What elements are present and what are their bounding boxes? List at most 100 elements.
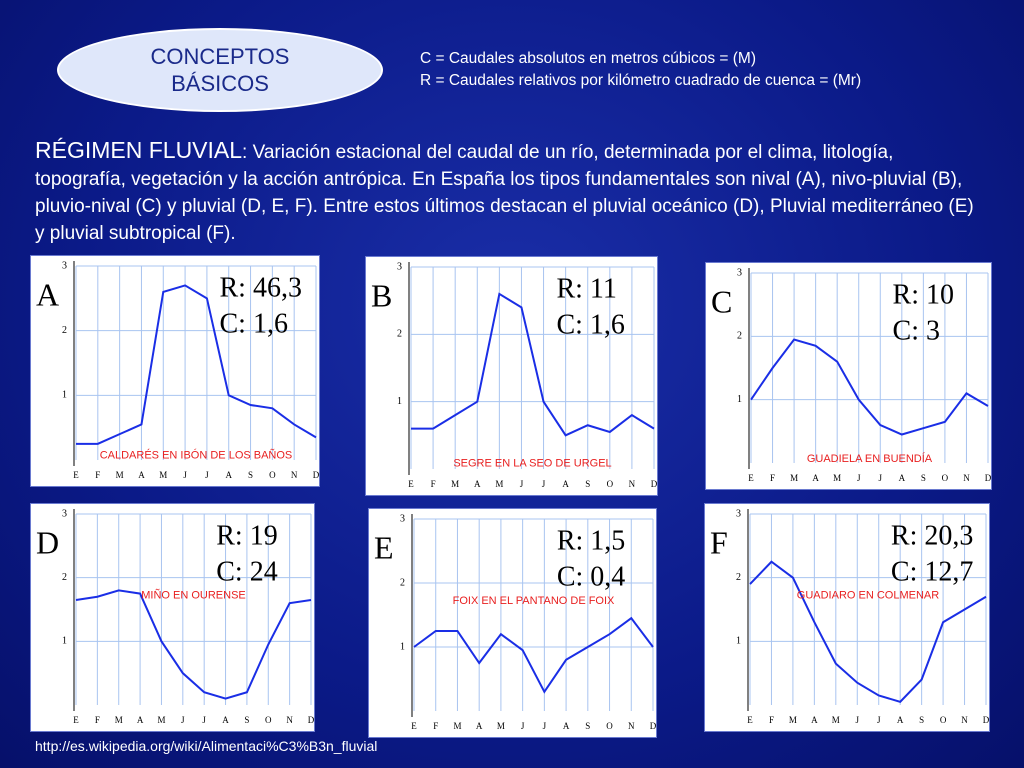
x-tick-label: J bbox=[205, 470, 209, 480]
annotation: C: 1,6 bbox=[556, 309, 624, 340]
x-tick-label: J bbox=[521, 721, 525, 731]
x-tick-label: J bbox=[877, 715, 881, 725]
definition: R = Caudales relativos por kilómetro cua… bbox=[420, 72, 862, 89]
x-tick-label: M bbox=[115, 715, 123, 725]
x-tick-label: M bbox=[833, 473, 841, 483]
x-tick-label: E bbox=[73, 470, 79, 480]
station-label: CALDARÉS EN IBÓN DE LOS BAÑOS bbox=[100, 448, 293, 461]
x-tick-label: J bbox=[183, 470, 187, 480]
x-tick-label: A bbox=[897, 715, 904, 725]
annotation: C: 3 bbox=[893, 315, 940, 346]
x-tick-label: N bbox=[291, 470, 298, 480]
x-tick-label: M bbox=[790, 473, 798, 483]
x-tick-label: O bbox=[940, 715, 947, 725]
chart: E F M A M J J A S O N D 1 2 3C R: 10 C: 3 GUADIELA EN BUE… bbox=[705, 262, 992, 490]
y-tick-label: 3 bbox=[62, 260, 67, 271]
x-tick-label: E bbox=[73, 715, 79, 725]
x-tick-label: S bbox=[244, 715, 249, 725]
y-tick-label: 1 bbox=[737, 394, 742, 405]
paragraph-text: : Variación estacional del caudal de un … bbox=[35, 142, 974, 244]
x-tick-label: A bbox=[222, 715, 229, 725]
annotation: R: 19 bbox=[216, 520, 277, 551]
y-tick-label: 3 bbox=[400, 513, 405, 524]
x-tick-label: A bbox=[899, 473, 906, 483]
y-tick-label: 3 bbox=[397, 261, 402, 272]
x-tick-label: M bbox=[497, 721, 505, 731]
x-tick-label: M bbox=[495, 479, 503, 489]
x-tick-label: M bbox=[789, 715, 797, 725]
x-tick-label: A bbox=[137, 715, 144, 725]
y-tick-label: 2 bbox=[736, 572, 741, 583]
x-tick-label: O bbox=[607, 479, 614, 489]
annotation: R: 1,5 bbox=[557, 525, 625, 556]
y-tick-label: 1 bbox=[397, 396, 402, 407]
y-tick-label: 1 bbox=[736, 636, 741, 647]
x-tick-label: D bbox=[985, 473, 992, 483]
x-tick-label: J bbox=[879, 473, 883, 483]
x-tick-label: J bbox=[202, 715, 206, 725]
x-tick-label: A bbox=[225, 470, 232, 480]
x-tick-label: A bbox=[563, 721, 570, 731]
x-tick-label: N bbox=[629, 479, 636, 489]
x-tick-label: O bbox=[606, 721, 613, 731]
definitions: C = Caudales absolutos en metros cúbicos… bbox=[420, 48, 861, 92]
paragraph: RÉGIMEN FLUVIAL: Variación estacional de… bbox=[35, 137, 985, 247]
x-tick-label: M bbox=[157, 715, 165, 725]
annotation: R: 20,3 bbox=[891, 520, 973, 551]
x-tick-label: S bbox=[585, 479, 590, 489]
y-tick-label: 3 bbox=[737, 267, 742, 278]
x-tick-label: D bbox=[308, 715, 315, 725]
y-tick-label: 2 bbox=[62, 325, 67, 336]
x-tick-label: N bbox=[963, 473, 970, 483]
x-tick-label: O bbox=[942, 473, 949, 483]
x-tick-label: J bbox=[542, 479, 546, 489]
x-tick-label: E bbox=[408, 479, 414, 489]
x-tick-label: E bbox=[411, 721, 417, 731]
y-tick-label: 2 bbox=[737, 331, 742, 342]
x-tick-label: A bbox=[474, 479, 481, 489]
annotation: C: 0,4 bbox=[557, 561, 625, 592]
x-tick-label: D bbox=[650, 721, 657, 731]
x-tick-label: J bbox=[543, 721, 547, 731]
annotation: R: 10 bbox=[893, 279, 954, 310]
chart: E F M A M J J A S O N D 1 2 3B R: 11 C: 1,6 SEGRE EN LA S… bbox=[365, 256, 658, 496]
x-tick-label: M bbox=[832, 715, 840, 725]
annotation: C: 1,6 bbox=[220, 308, 288, 339]
data-line bbox=[413, 616, 654, 694]
source-url: http://es.wikipedia.org/wiki/Alimentaci%… bbox=[35, 738, 378, 754]
data-line bbox=[76, 284, 317, 445]
x-tick-label: E bbox=[747, 715, 753, 725]
x-tick-label: F bbox=[769, 715, 774, 725]
y-tick-label: 2 bbox=[62, 572, 67, 583]
term: RÉGIMEN FLUVIAL bbox=[35, 137, 243, 163]
x-tick-label: J bbox=[181, 715, 185, 725]
x-tick-label: F bbox=[95, 715, 100, 725]
x-tick-label: M bbox=[159, 470, 167, 480]
x-tick-label: N bbox=[628, 721, 635, 731]
x-tick-label: O bbox=[265, 715, 272, 725]
x-tick-label: S bbox=[921, 473, 926, 483]
y-tick-label: 3 bbox=[736, 508, 741, 519]
x-tick-label: S bbox=[919, 715, 924, 725]
y-tick-label: 3 bbox=[62, 508, 67, 519]
x-tick-label: F bbox=[95, 470, 100, 480]
x-tick-label: D bbox=[983, 715, 990, 725]
x-tick-label: N bbox=[961, 715, 968, 725]
station-label: GUADIARO EN COLMENAR bbox=[797, 590, 939, 602]
x-tick-label: M bbox=[451, 479, 459, 489]
y-tick-label: 1 bbox=[400, 641, 405, 652]
y-tick-label: 2 bbox=[400, 577, 405, 588]
x-tick-label: A bbox=[562, 479, 569, 489]
x-tick-label: D bbox=[651, 479, 658, 489]
annotation: C: 12,7 bbox=[891, 556, 973, 587]
x-tick-label: S bbox=[585, 721, 590, 731]
data-line bbox=[749, 560, 987, 703]
chart-letter: C bbox=[711, 283, 732, 319]
x-tick-label: E bbox=[748, 473, 754, 483]
chart-letter: F bbox=[710, 524, 728, 560]
x-tick-label: J bbox=[856, 715, 860, 725]
x-tick-label: A bbox=[138, 470, 145, 480]
definition: C = Caudales absolutos en metros cúbicos… bbox=[420, 50, 756, 67]
